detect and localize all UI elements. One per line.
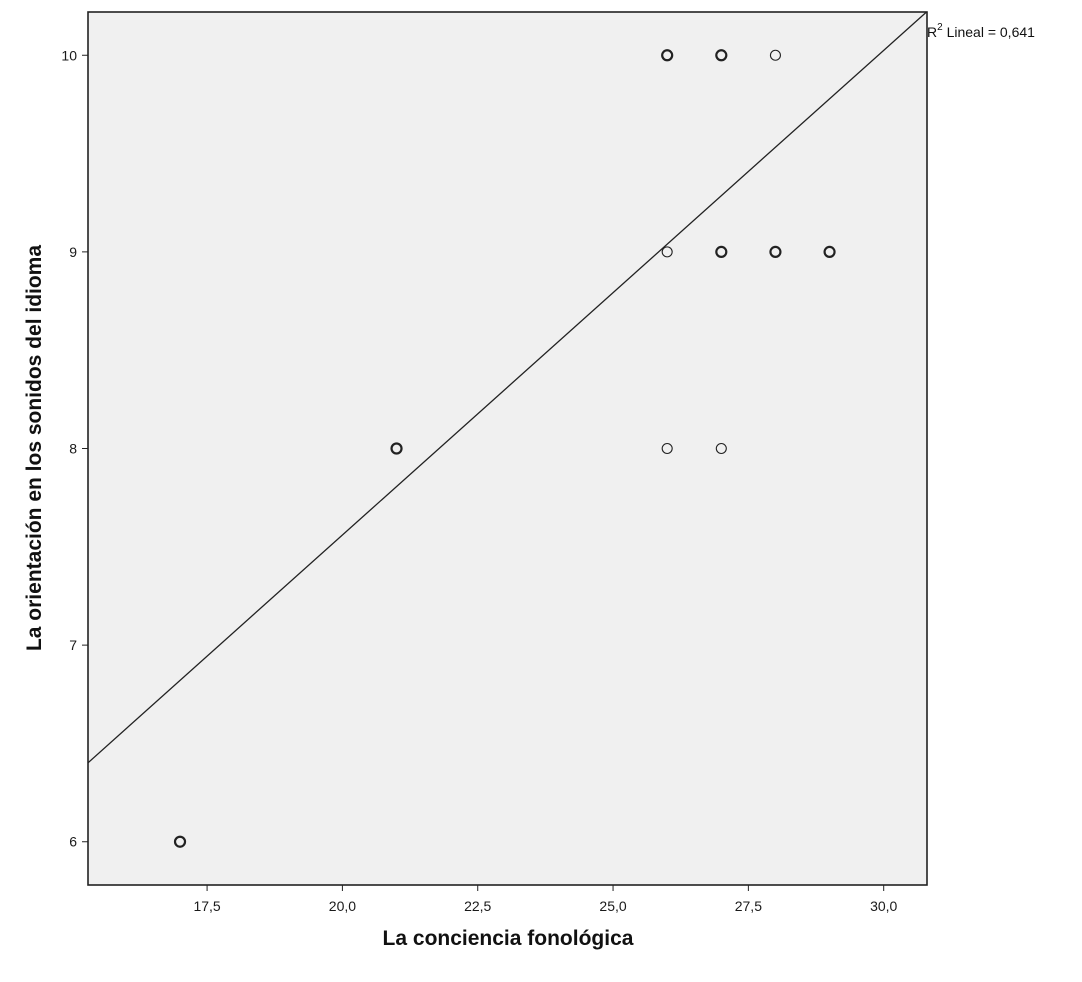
- data-point: [661, 49, 674, 62]
- y-tick-label: 8: [69, 441, 77, 457]
- x-tick-label: 27,5: [735, 898, 762, 914]
- data-point: [715, 442, 727, 455]
- x-tick-label: 30,0: [870, 898, 897, 914]
- y-axis-title: La orientación en los sonidos del idioma: [23, 245, 46, 651]
- data-point: [661, 246, 673, 258]
- r2-superscript: 2: [937, 22, 943, 33]
- data-point: [823, 245, 836, 258]
- y-tick-label: 6: [69, 834, 77, 850]
- plot-area: [88, 12, 927, 885]
- data-point: [715, 245, 728, 258]
- r2-annotation: R2 Lineal = 0,641: [927, 22, 1035, 40]
- x-axis-title: La conciencia fonológica: [383, 927, 634, 950]
- x-tick-label: 22,5: [464, 898, 491, 914]
- x-tick-label: 17,5: [193, 898, 220, 914]
- y-tick-label: 10: [61, 47, 77, 63]
- fit-line: [87, 11, 927, 764]
- r2-prefix: R: [927, 24, 937, 40]
- data-point: [715, 49, 728, 62]
- y-tick-label: 7: [69, 637, 77, 653]
- y-tick-label: 9: [69, 244, 77, 260]
- data-point: [769, 49, 781, 61]
- data-point: [769, 245, 782, 258]
- data-point: [173, 835, 187, 848]
- data-point: [390, 442, 403, 455]
- x-tick-label: 25,0: [599, 898, 626, 914]
- data-point: [661, 442, 673, 455]
- x-tick-label: 20,0: [329, 898, 356, 914]
- r2-value: Lineal = 0,641: [943, 24, 1035, 40]
